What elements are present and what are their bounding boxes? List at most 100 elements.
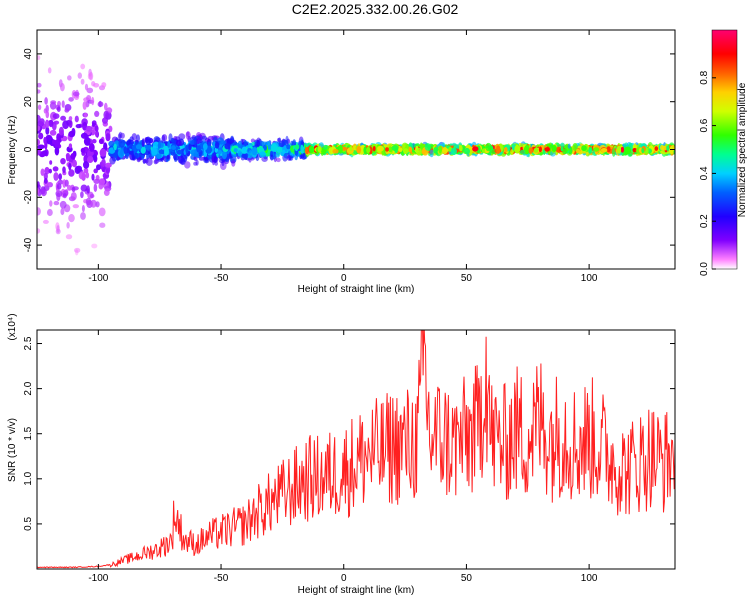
- spectrogram-cell: [60, 207, 65, 216]
- spectrogram-cell: [47, 67, 52, 74]
- spectrogram-cell: [276, 157, 281, 163]
- spectrogram-cell: [654, 146, 659, 151]
- spectrogram-cell: [221, 150, 227, 160]
- spectrogram-cell: [48, 168, 52, 174]
- spectrogram-cell: [70, 192, 77, 201]
- spectrogram-cell: [53, 172, 59, 181]
- x-tick-label: 100: [581, 573, 598, 584]
- spectrogram-cell: [93, 178, 101, 184]
- spectrogram-cell: [93, 168, 98, 174]
- spectrogram-xlabel: Height of straight line (km): [298, 284, 415, 295]
- x-tick-label: 50: [461, 573, 473, 584]
- spectrogram-cell: [104, 102, 108, 111]
- spectrogram-cell: [72, 204, 80, 209]
- snr-background: [37, 330, 675, 569]
- spectrogram-cell: [349, 146, 353, 151]
- spectrogram-cell: [170, 138, 174, 143]
- spectrogram-cell: [84, 112, 88, 118]
- spectrogram-cell: [572, 143, 578, 151]
- spectrogram-ylabel: Frequency (Hz): [7, 116, 18, 185]
- spectrogram-cell: [87, 156, 94, 163]
- spectrogram-cell: [52, 166, 59, 172]
- spectrogram-cell: [86, 87, 94, 94]
- spectrogram-cell: [308, 145, 315, 153]
- spectrogram-cell: [464, 147, 470, 155]
- spectrogram-cell: [84, 83, 89, 91]
- spectrogram-cell: [53, 200, 60, 206]
- spectrogram-cell: [43, 177, 48, 184]
- spectrogram-cell: [576, 148, 581, 154]
- spectrogram-cell: [93, 183, 98, 192]
- spectrogram-cell: [398, 147, 403, 153]
- spectrogram-cell: [39, 118, 45, 126]
- spectrogram-cell: [438, 145, 442, 154]
- spectrogram-cell: [196, 145, 202, 153]
- x-tick-label: 50: [461, 273, 473, 284]
- spectrogram-cell: [145, 136, 152, 146]
- colorbar-tick-label: 0.8: [699, 70, 710, 84]
- y-tick-label: 1.0: [23, 471, 34, 485]
- spectrogram-cell: [328, 147, 334, 155]
- spectrogram-cell: [99, 148, 107, 157]
- spectrogram-cell: [203, 143, 208, 151]
- spectrogram-cell: [366, 146, 371, 154]
- spectrogram-cell: [588, 148, 592, 154]
- spectrogram-cell: [83, 161, 90, 169]
- spectrogram-cell: [98, 182, 104, 190]
- colorbar-tick-label: 0.6: [699, 118, 710, 132]
- spectrogram-cell: [251, 147, 258, 156]
- spectrogram-cell: [669, 145, 674, 155]
- spectrogram-cell: [175, 139, 182, 147]
- spectrogram-cell: [65, 234, 73, 240]
- spectrogram-cell: [80, 132, 88, 139]
- spectrogram-cell: [270, 143, 278, 152]
- spectrogram-cell: [496, 145, 501, 155]
- spectrogram-cell: [37, 139, 40, 146]
- x-tick-label: 0: [341, 273, 347, 284]
- y-tick-label: 40: [23, 48, 34, 60]
- spectrogram-cell: [45, 126, 50, 135]
- colorbar-tick-label: 0.4: [699, 166, 710, 180]
- colorbar-label: Normalized spectral amplitude: [737, 82, 748, 217]
- spectrogram-cell: [37, 181, 40, 188]
- spectrogram-cell: [250, 138, 255, 143]
- spectrogram-cell: [142, 159, 147, 164]
- x-tick-label: 0: [341, 573, 347, 584]
- spectrogram-cell: [81, 205, 85, 213]
- spectrogram-cell: [185, 144, 189, 154]
- spectrogram-cell: [92, 154, 97, 161]
- spectrogram-cell: [616, 145, 622, 154]
- spectrogram-cell: [74, 247, 81, 253]
- spectrogram-cell: [120, 148, 124, 157]
- snr-frame: [36, 329, 676, 570]
- spectrogram-cell: [294, 144, 300, 150]
- spectrogram-cell: [108, 140, 115, 147]
- y-tick-label: 0: [23, 146, 34, 152]
- y-tick-label: 1.5: [23, 426, 34, 440]
- spectrogram-cell: [241, 153, 247, 159]
- spectrogram-cell: [56, 183, 62, 190]
- spectrogram-cell: [49, 200, 53, 207]
- spectrogram-cell: [145, 157, 153, 166]
- spectrogram-cell: [213, 155, 218, 164]
- spectrogram-cell: [201, 135, 207, 141]
- spectrogram-cell: [403, 148, 409, 154]
- spectrogram-cell: [164, 147, 169, 157]
- spectrogram-cell: [56, 106, 61, 112]
- spectrogram-cell: [178, 133, 186, 140]
- spectrogram-cell: [624, 146, 631, 155]
- spectrogram-cell: [83, 167, 89, 174]
- spectrogram-cell: [94, 110, 100, 117]
- spectrogram-cell: [64, 108, 70, 113]
- spectrogram-cell: [95, 201, 100, 208]
- spectrogram-cell: [64, 179, 69, 187]
- spectrogram-cell: [94, 125, 99, 132]
- spectrogram-cell: [290, 140, 294, 146]
- colorbar: 0.0 0.2 0.4 0.6 0.8 Normalized spectral ampl…: [699, 29, 748, 276]
- spectrogram-cell: [256, 139, 261, 148]
- spectrogram-cell: [237, 140, 243, 149]
- spectrogram-cell: [317, 146, 322, 153]
- spectrogram-cell: [72, 91, 80, 97]
- spectrogram-cell: [538, 146, 543, 153]
- chart-title: C2E2.2025.332.00.26.G02: [292, 1, 459, 17]
